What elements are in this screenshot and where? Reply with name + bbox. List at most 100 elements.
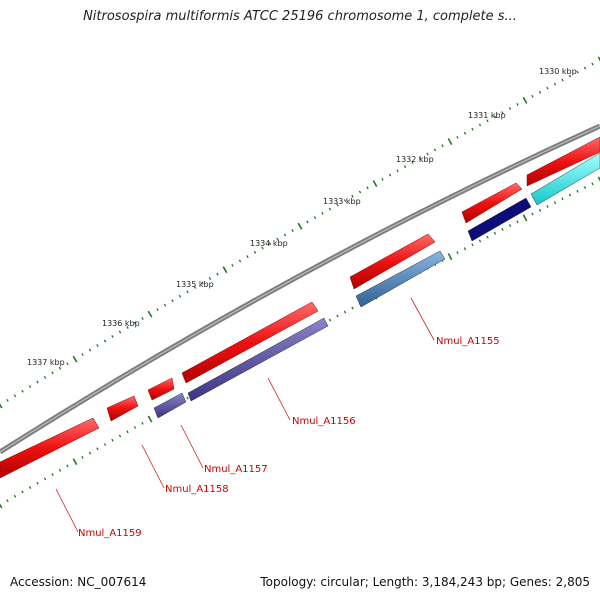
minor-tick bbox=[43, 375, 47, 379]
scale-labels: 1330 kbp 1331 kbp 1332 kbp 1333 kbp 1334… bbox=[27, 67, 577, 367]
minor-tick bbox=[186, 396, 189, 400]
minor-tick bbox=[6, 398, 9, 402]
scale-label: 1334 kbp bbox=[250, 239, 288, 248]
leader-line bbox=[141, 444, 165, 489]
minor-tick bbox=[118, 434, 122, 438]
leader-line bbox=[55, 488, 79, 533]
minor-tick bbox=[561, 197, 564, 201]
minor-tick bbox=[358, 190, 362, 194]
gene-feature[interactable] bbox=[147, 377, 175, 401]
minor-tick bbox=[531, 212, 534, 216]
gene-feature[interactable] bbox=[461, 182, 523, 224]
minor-tick bbox=[366, 186, 369, 190]
gene-feature[interactable] bbox=[349, 233, 436, 290]
minor-tick bbox=[501, 111, 504, 115]
minor-tick bbox=[508, 107, 512, 111]
minor-tick bbox=[553, 82, 557, 86]
minor-tick bbox=[426, 152, 429, 156]
gene-feature[interactable] bbox=[153, 392, 187, 419]
minor-tick bbox=[178, 294, 182, 298]
gene-feature[interactable] bbox=[187, 317, 329, 402]
gene-label[interactable]: Nmul_A1159 bbox=[78, 528, 142, 539]
scale-label: 1337 kbp bbox=[27, 358, 65, 367]
major-tick bbox=[147, 415, 153, 423]
minor-tick bbox=[321, 211, 324, 215]
gene-label[interactable]: Nmul_A1156 bbox=[292, 416, 356, 427]
minor-tick bbox=[21, 389, 24, 393]
minor-tick bbox=[516, 102, 519, 106]
minor-tick bbox=[43, 477, 47, 481]
minor-tick bbox=[96, 447, 99, 451]
minor-tick bbox=[261, 246, 264, 250]
minor-tick bbox=[583, 186, 587, 190]
minor-tick bbox=[591, 62, 594, 66]
gene-feature[interactable] bbox=[355, 250, 446, 308]
major-tick bbox=[447, 138, 453, 145]
minor-tick bbox=[411, 160, 414, 164]
minor-tick bbox=[103, 339, 107, 343]
gene-feature[interactable] bbox=[467, 197, 532, 242]
minor-tick bbox=[343, 310, 347, 314]
minor-tick bbox=[313, 216, 317, 220]
major-tick bbox=[597, 56, 600, 62]
leader-line bbox=[267, 377, 291, 421]
gene-feature[interactable] bbox=[530, 152, 600, 206]
major-tick bbox=[597, 176, 600, 182]
gene-feature[interactable] bbox=[526, 136, 600, 187]
minor-tick bbox=[28, 385, 32, 389]
minor-tick bbox=[238, 259, 242, 263]
minor-tick bbox=[306, 220, 309, 224]
gene-feature[interactable] bbox=[181, 301, 319, 384]
minor-tick bbox=[156, 308, 159, 312]
minor-tick bbox=[538, 208, 542, 212]
minor-tick bbox=[28, 486, 32, 490]
minor-tick bbox=[328, 318, 332, 322]
gene-label[interactable]: Nmul_A1158 bbox=[165, 484, 229, 495]
major-tick bbox=[222, 266, 228, 274]
minor-tick bbox=[231, 263, 234, 267]
minor-tick bbox=[486, 119, 489, 123]
minor-tick bbox=[493, 231, 497, 235]
minor-tick bbox=[141, 317, 144, 321]
minor-tick bbox=[36, 481, 39, 485]
minor-tick bbox=[471, 243, 474, 247]
minor-tick bbox=[463, 247, 467, 251]
major-tick bbox=[372, 180, 378, 187]
minor-tick bbox=[118, 330, 122, 334]
major-tick bbox=[72, 355, 78, 363]
minor-tick bbox=[538, 90, 542, 94]
gene-feature[interactable] bbox=[0, 417, 100, 479]
minor-tick bbox=[36, 380, 39, 384]
minor-tick bbox=[88, 348, 92, 352]
minor-tick bbox=[21, 490, 24, 494]
minor-tick bbox=[546, 86, 549, 90]
minor-tick bbox=[381, 177, 384, 181]
minor-tick bbox=[351, 194, 354, 198]
minor-tick bbox=[163, 303, 167, 307]
gene-labels: Nmul_A1155 Nmul_A1156 Nmul_A1157 Nmul_A1… bbox=[78, 336, 500, 539]
scale-label: 1333 kbp bbox=[323, 197, 361, 206]
reverse-genes bbox=[153, 152, 600, 419]
minor-tick bbox=[343, 199, 347, 202]
minor-tick bbox=[456, 251, 459, 255]
minor-tick bbox=[568, 74, 572, 78]
minor-tick bbox=[171, 299, 174, 303]
gene-feature[interactable] bbox=[106, 395, 139, 422]
minor-tick bbox=[463, 131, 467, 135]
minor-tick bbox=[591, 182, 594, 186]
minor-tick bbox=[456, 135, 459, 139]
minor-tick bbox=[246, 255, 249, 259]
gene-label[interactable]: Nmul_A1157 bbox=[204, 464, 268, 475]
scale-ticks bbox=[0, 56, 600, 409]
gene-label[interactable]: Nmul_A1155 bbox=[436, 336, 500, 347]
minor-tick bbox=[186, 290, 189, 294]
minor-tick bbox=[441, 144, 444, 148]
chromosome-backbone-highlight bbox=[0, 125, 600, 453]
minor-tick bbox=[111, 335, 114, 338]
chromosome-backbone bbox=[0, 123, 600, 455]
minor-tick bbox=[486, 235, 489, 239]
minor-tick bbox=[568, 193, 572, 197]
minor-tick bbox=[531, 94, 534, 98]
minor-tick bbox=[336, 203, 339, 207]
